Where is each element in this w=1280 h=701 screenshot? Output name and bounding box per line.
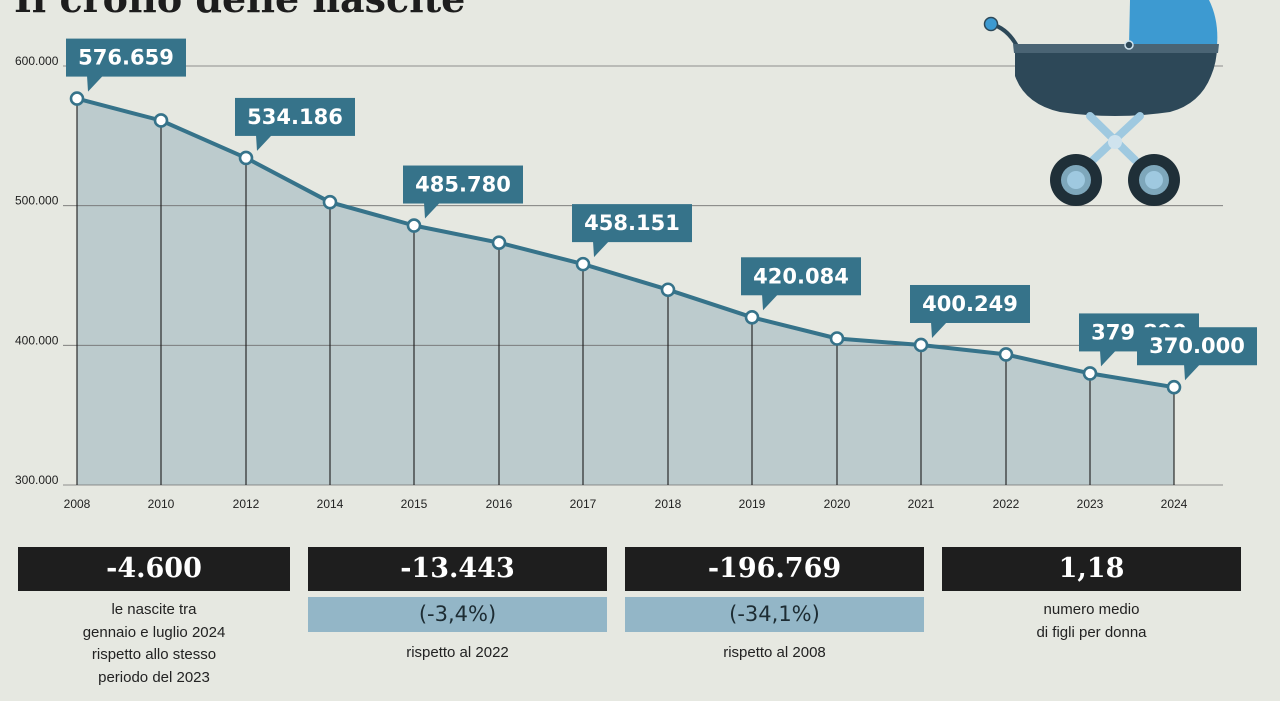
data-point xyxy=(575,256,591,272)
data-point xyxy=(322,194,338,210)
data-label-box xyxy=(572,204,692,243)
stat-value: 1,18 xyxy=(942,547,1241,591)
data-point xyxy=(406,218,422,233)
data-point xyxy=(660,282,676,298)
data-point xyxy=(153,113,169,128)
area-fill xyxy=(77,98,1174,485)
data-label: 400.249 xyxy=(922,292,1018,316)
data-point xyxy=(238,150,254,166)
x-tick-label: 2020 xyxy=(824,497,851,511)
data-label-pointer xyxy=(424,202,440,219)
data-label-pointer xyxy=(1184,364,1200,381)
data-point xyxy=(1166,379,1182,395)
data-label-box xyxy=(66,38,186,77)
baby-stroller-icon xyxy=(983,0,1219,206)
stat-description: rispetto al 2008 xyxy=(723,644,826,661)
x-tick-label: 2022 xyxy=(993,497,1020,511)
x-tick-label: 2019 xyxy=(739,497,766,511)
x-tick-label: 2016 xyxy=(486,497,513,511)
x-tick-label: 2015 xyxy=(401,497,428,511)
x-tick-label: 2018 xyxy=(655,497,682,511)
data-point xyxy=(913,337,929,353)
stat-box-fertility-rate: 1,18 numero medio di figli per donna xyxy=(942,547,1241,644)
data-label-box xyxy=(741,257,861,296)
x-tick-label: 2023 xyxy=(1077,497,1104,511)
data-label: 458.151 xyxy=(584,211,680,235)
stat-percentage: (-34,1%) xyxy=(625,597,924,632)
data-label: 534.186 xyxy=(247,105,343,129)
data-label-pointer xyxy=(931,321,947,338)
y-tick-label: 600.000 xyxy=(15,54,59,68)
data-label-pointer xyxy=(762,294,778,311)
data-label-pointer xyxy=(1100,350,1116,367)
data-point xyxy=(491,235,507,250)
stat-box-vs-2008: -196.769 (-34,1%) rispetto al 2008 xyxy=(625,547,924,665)
stat-box-vs-2022: -13.443 (-3,4%) rispetto al 2022 xyxy=(308,547,607,665)
data-point xyxy=(69,91,85,106)
stat-description: rispetto al 2022 xyxy=(406,644,509,661)
y-tick-label: 500.000 xyxy=(15,194,59,208)
stat-value: -196.769 xyxy=(625,547,924,591)
stat-description: numero medio di figli per donna xyxy=(1036,601,1147,641)
data-label: 420.084 xyxy=(753,264,849,288)
stat-box-2024-vs-2023: -4.600 le nascite tra gennaio e luglio 2… xyxy=(18,547,290,689)
stat-description: le nascite tra gennaio e luglio 2024 ris… xyxy=(82,601,226,686)
data-point xyxy=(998,347,1014,362)
stat-value: -13.443 xyxy=(308,547,607,591)
data-point xyxy=(829,331,845,346)
data-label: 370.000 xyxy=(1149,334,1245,358)
data-label-box xyxy=(403,165,523,204)
x-tick-label: 2024 xyxy=(1161,497,1188,511)
x-tick-label: 2017 xyxy=(570,497,597,511)
data-point xyxy=(1082,366,1098,381)
data-label-box xyxy=(235,97,355,136)
y-tick-label: 400.000 xyxy=(15,333,59,347)
data-label-pointer xyxy=(593,241,609,258)
stat-percentage: (-3,4%) xyxy=(308,597,607,632)
data-label-box xyxy=(910,284,1030,323)
data-label-box xyxy=(1137,327,1257,366)
x-tick-label: 2008 xyxy=(64,497,91,511)
x-tick-label: 2021 xyxy=(908,497,935,511)
data-label-pointer xyxy=(256,134,272,151)
x-tick-label: 2010 xyxy=(148,497,175,511)
data-point xyxy=(744,309,760,325)
stat-value: -4.600 xyxy=(18,547,290,591)
data-label-pointer xyxy=(87,75,103,92)
birth-chart: 600.000 500.000 400.000 300.000 2008 2010 2012… xyxy=(15,38,1257,511)
series-line xyxy=(76,96,1175,390)
data-label: 576.659 xyxy=(78,46,174,70)
x-tick-label: 2012 xyxy=(233,497,260,511)
y-tick-label: 300.000 xyxy=(15,473,59,487)
data-label: 485.780 xyxy=(415,173,511,197)
x-tick-label: 2014 xyxy=(317,497,344,511)
chart-title: Il crollo delle nascite xyxy=(14,0,465,21)
